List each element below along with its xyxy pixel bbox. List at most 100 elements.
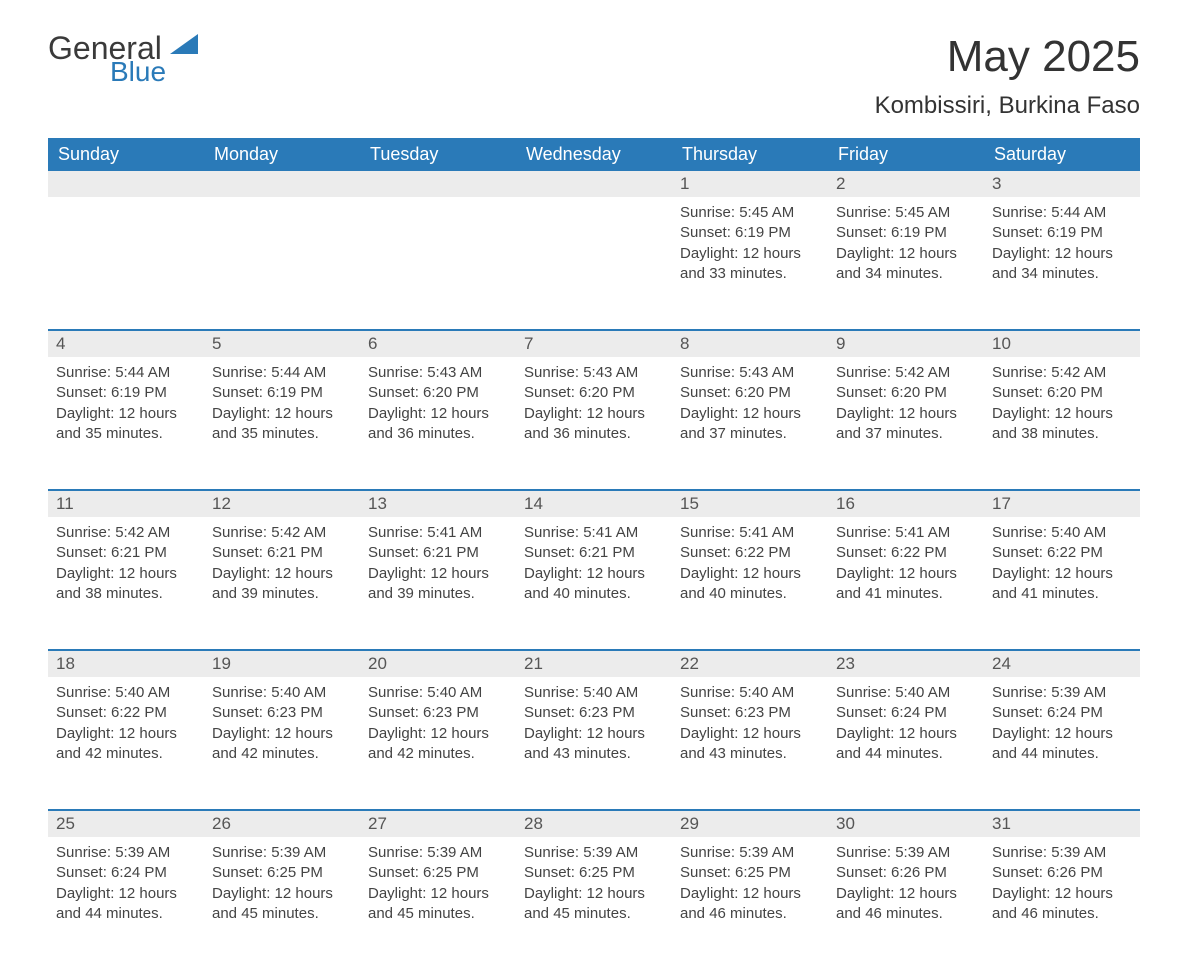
dow-monday: Monday (204, 138, 360, 171)
day-cell: Sunrise: 5:44 AMSunset: 6:19 PMDaylight:… (984, 197, 1140, 329)
daylight-line-2: and 43 minutes. (680, 744, 820, 764)
day-cell (204, 197, 360, 329)
logo: General Blue (48, 32, 204, 86)
daylight-line-1: Daylight: 12 hours (992, 884, 1132, 904)
daynum-row: 18192021222324 (48, 649, 1140, 677)
sunrise-line: Sunrise: 5:40 AM (368, 683, 508, 703)
week-row: Sunrise: 5:40 AMSunset: 6:22 PMDaylight:… (48, 677, 1140, 809)
day-cell: Sunrise: 5:42 AMSunset: 6:21 PMDaylight:… (48, 517, 204, 649)
sunset-line: Sunset: 6:21 PM (524, 543, 664, 563)
sunset-line: Sunset: 6:26 PM (992, 863, 1132, 883)
day-number: 31 (984, 811, 1140, 837)
sunset-line: Sunset: 6:24 PM (836, 703, 976, 723)
daylight-line-2: and 43 minutes. (524, 744, 664, 764)
day-cell: Sunrise: 5:40 AMSunset: 6:23 PMDaylight:… (672, 677, 828, 809)
daylight-line-1: Daylight: 12 hours (368, 564, 508, 584)
daylight-line-1: Daylight: 12 hours (524, 564, 664, 584)
daylight-line-2: and 46 minutes. (836, 904, 976, 924)
day-number: 8 (672, 331, 828, 357)
day-cell: Sunrise: 5:43 AMSunset: 6:20 PMDaylight:… (360, 357, 516, 489)
day-number: 28 (516, 811, 672, 837)
day-cell: Sunrise: 5:45 AMSunset: 6:19 PMDaylight:… (672, 197, 828, 329)
day-cell: Sunrise: 5:42 AMSunset: 6:20 PMDaylight:… (828, 357, 984, 489)
sunset-line: Sunset: 6:23 PM (680, 703, 820, 723)
sunset-line: Sunset: 6:20 PM (836, 383, 976, 403)
daylight-line-2: and 45 minutes. (212, 904, 352, 924)
day-number: 26 (204, 811, 360, 837)
sunset-line: Sunset: 6:23 PM (212, 703, 352, 723)
daylight-line-1: Daylight: 12 hours (680, 724, 820, 744)
day-of-week-header: SundayMondayTuesdayWednesdayThursdayFrid… (48, 138, 1140, 171)
sunset-line: Sunset: 6:25 PM (680, 863, 820, 883)
daylight-line-1: Daylight: 12 hours (212, 564, 352, 584)
daylight-line-2: and 38 minutes. (992, 424, 1132, 444)
day-number: 20 (360, 651, 516, 677)
title-block: May 2025 Kombissiri, Burkina Faso (875, 32, 1140, 120)
day-cell: Sunrise: 5:42 AMSunset: 6:20 PMDaylight:… (984, 357, 1140, 489)
dow-friday: Friday (828, 138, 984, 171)
sunset-line: Sunset: 6:20 PM (680, 383, 820, 403)
sunrise-line: Sunrise: 5:41 AM (680, 523, 820, 543)
daynum-row: 11121314151617 (48, 489, 1140, 517)
daylight-line-2: and 42 minutes. (368, 744, 508, 764)
daylight-line-2: and 37 minutes. (680, 424, 820, 444)
day-number: 15 (672, 491, 828, 517)
daylight-line-2: and 44 minutes. (56, 904, 196, 924)
sunrise-line: Sunrise: 5:40 AM (836, 683, 976, 703)
daylight-line-1: Daylight: 12 hours (56, 564, 196, 584)
page-header: General Blue May 2025 Kombissiri, Burkin… (48, 32, 1140, 120)
daylight-line-2: and 40 minutes. (524, 584, 664, 604)
sunset-line: Sunset: 6:21 PM (56, 543, 196, 563)
day-cell: Sunrise: 5:41 AMSunset: 6:22 PMDaylight:… (828, 517, 984, 649)
sunrise-line: Sunrise: 5:40 AM (56, 683, 196, 703)
day-cell: Sunrise: 5:40 AMSunset: 6:24 PMDaylight:… (828, 677, 984, 809)
daylight-line-1: Daylight: 12 hours (836, 404, 976, 424)
daylight-line-1: Daylight: 12 hours (368, 404, 508, 424)
location-subtitle: Kombissiri, Burkina Faso (875, 92, 1140, 120)
daylight-line-2: and 42 minutes. (56, 744, 196, 764)
daylight-line-1: Daylight: 12 hours (212, 724, 352, 744)
daylight-line-1: Daylight: 12 hours (524, 404, 664, 424)
day-cell: Sunrise: 5:40 AMSunset: 6:23 PMDaylight:… (360, 677, 516, 809)
day-number: 27 (360, 811, 516, 837)
day-number: 1 (672, 171, 828, 197)
sunset-line: Sunset: 6:22 PM (56, 703, 196, 723)
day-cell: Sunrise: 5:45 AMSunset: 6:19 PMDaylight:… (828, 197, 984, 329)
day-number: 13 (360, 491, 516, 517)
day-cell: Sunrise: 5:42 AMSunset: 6:21 PMDaylight:… (204, 517, 360, 649)
calendar: SundayMondayTuesdayWednesdayThursdayFrid… (48, 138, 1140, 969)
sunset-line: Sunset: 6:20 PM (524, 383, 664, 403)
sunrise-line: Sunrise: 5:41 AM (836, 523, 976, 543)
sunrise-line: Sunrise: 5:42 AM (836, 363, 976, 383)
daylight-line-1: Daylight: 12 hours (368, 724, 508, 744)
sunset-line: Sunset: 6:24 PM (56, 863, 196, 883)
daylight-line-1: Daylight: 12 hours (836, 564, 976, 584)
daylight-line-2: and 41 minutes. (992, 584, 1132, 604)
daylight-line-1: Daylight: 12 hours (524, 884, 664, 904)
week-row: Sunrise: 5:44 AMSunset: 6:19 PMDaylight:… (48, 357, 1140, 489)
daylight-line-1: Daylight: 12 hours (680, 244, 820, 264)
day-cell: Sunrise: 5:44 AMSunset: 6:19 PMDaylight:… (48, 357, 204, 489)
day-number: 10 (984, 331, 1140, 357)
sunset-line: Sunset: 6:25 PM (212, 863, 352, 883)
sunset-line: Sunset: 6:23 PM (368, 703, 508, 723)
sunrise-line: Sunrise: 5:40 AM (992, 523, 1132, 543)
day-cell: Sunrise: 5:40 AMSunset: 6:22 PMDaylight:… (48, 677, 204, 809)
daylight-line-1: Daylight: 12 hours (56, 404, 196, 424)
day-cell: Sunrise: 5:39 AMSunset: 6:25 PMDaylight:… (204, 837, 360, 969)
day-number: 7 (516, 331, 672, 357)
daylight-line-2: and 37 minutes. (836, 424, 976, 444)
sunrise-line: Sunrise: 5:43 AM (368, 363, 508, 383)
sunrise-line: Sunrise: 5:42 AM (212, 523, 352, 543)
day-number: 2 (828, 171, 984, 197)
daylight-line-2: and 40 minutes. (680, 584, 820, 604)
sunrise-line: Sunrise: 5:39 AM (680, 843, 820, 863)
sunrise-line: Sunrise: 5:39 AM (524, 843, 664, 863)
daylight-line-2: and 36 minutes. (368, 424, 508, 444)
day-cell: Sunrise: 5:39 AMSunset: 6:25 PMDaylight:… (672, 837, 828, 969)
daylight-line-2: and 42 minutes. (212, 744, 352, 764)
week-row: Sunrise: 5:45 AMSunset: 6:19 PMDaylight:… (48, 197, 1140, 329)
day-cell (48, 197, 204, 329)
day-number: 18 (48, 651, 204, 677)
sunset-line: Sunset: 6:21 PM (368, 543, 508, 563)
